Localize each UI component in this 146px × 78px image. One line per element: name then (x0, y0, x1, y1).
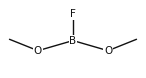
Text: O: O (104, 46, 112, 56)
Text: B: B (69, 36, 77, 46)
Text: O: O (34, 46, 42, 56)
Text: F: F (70, 9, 76, 19)
